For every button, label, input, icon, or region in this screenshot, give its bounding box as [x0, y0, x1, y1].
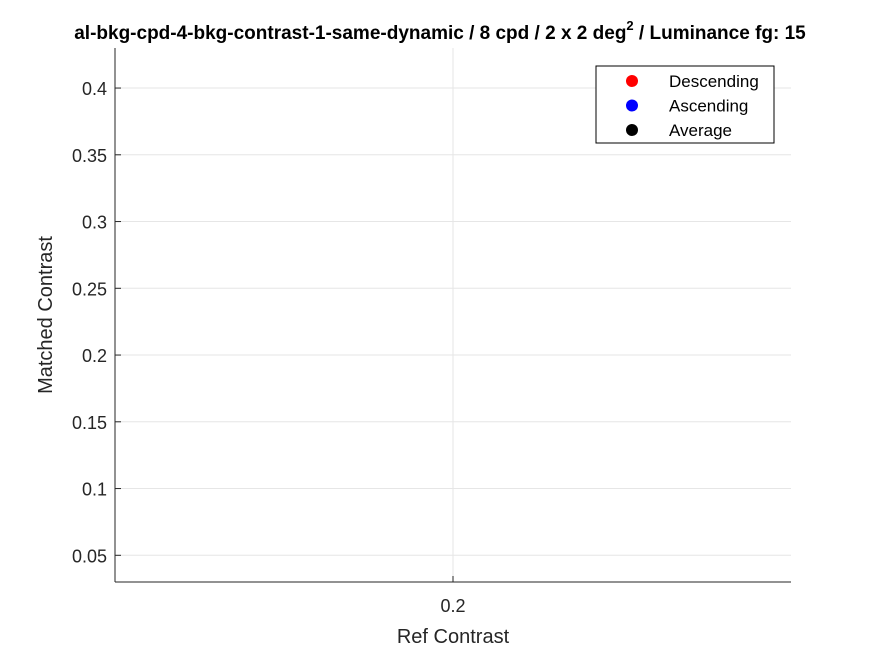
grid-lines: [115, 48, 791, 582]
legend-items: Descending Ascending Average: [626, 72, 759, 140]
x-axis-label: Ref Contrast: [397, 626, 510, 648]
y-tick-labels: 0.05 0.1 0.15 0.2 0.25 0.3 0.35 0.4: [72, 79, 107, 566]
y-axis-label: Matched Contrast: [35, 236, 57, 394]
legend-box: [595, 65, 775, 144]
y-tick-label: 0.3: [82, 213, 107, 233]
legend: Descending Ascending Average: [595, 65, 775, 144]
y-tick-label: 0.05: [72, 546, 107, 566]
x-tick-label: 0.2: [440, 596, 465, 616]
chart-title-main: al-bkg-cpd-4-bkg-contrast-1-same-dynamic…: [74, 23, 626, 44]
legend-marker-ascending: [626, 99, 638, 112]
x-tick-labels: 0.2: [440, 596, 465, 616]
legend-marker-average: [626, 124, 638, 136]
y-tick-label: 0.2: [82, 346, 107, 366]
legend-label-average: Average: [669, 121, 732, 140]
y-tick-label: 0.35: [72, 146, 107, 166]
y-tick-label: 0.25: [72, 279, 107, 299]
legend-label-descending: Descending: [669, 72, 759, 91]
legend-marker-descending: [626, 75, 638, 87]
y-tick-label: 0.15: [72, 413, 107, 433]
y-tick-label: 0.1: [82, 480, 107, 500]
axes: [114, 48, 791, 583]
y-tick-label: 0.4: [82, 79, 107, 99]
chart-title-tail: / Luminance fg: 15: [634, 23, 807, 44]
chart-title: al-bkg-cpd-4-bkg-contrast-1-same-dynamic…: [74, 18, 806, 44]
chart-title-superscript: 2: [626, 18, 633, 33]
legend-label-ascending: Ascending: [669, 97, 748, 116]
